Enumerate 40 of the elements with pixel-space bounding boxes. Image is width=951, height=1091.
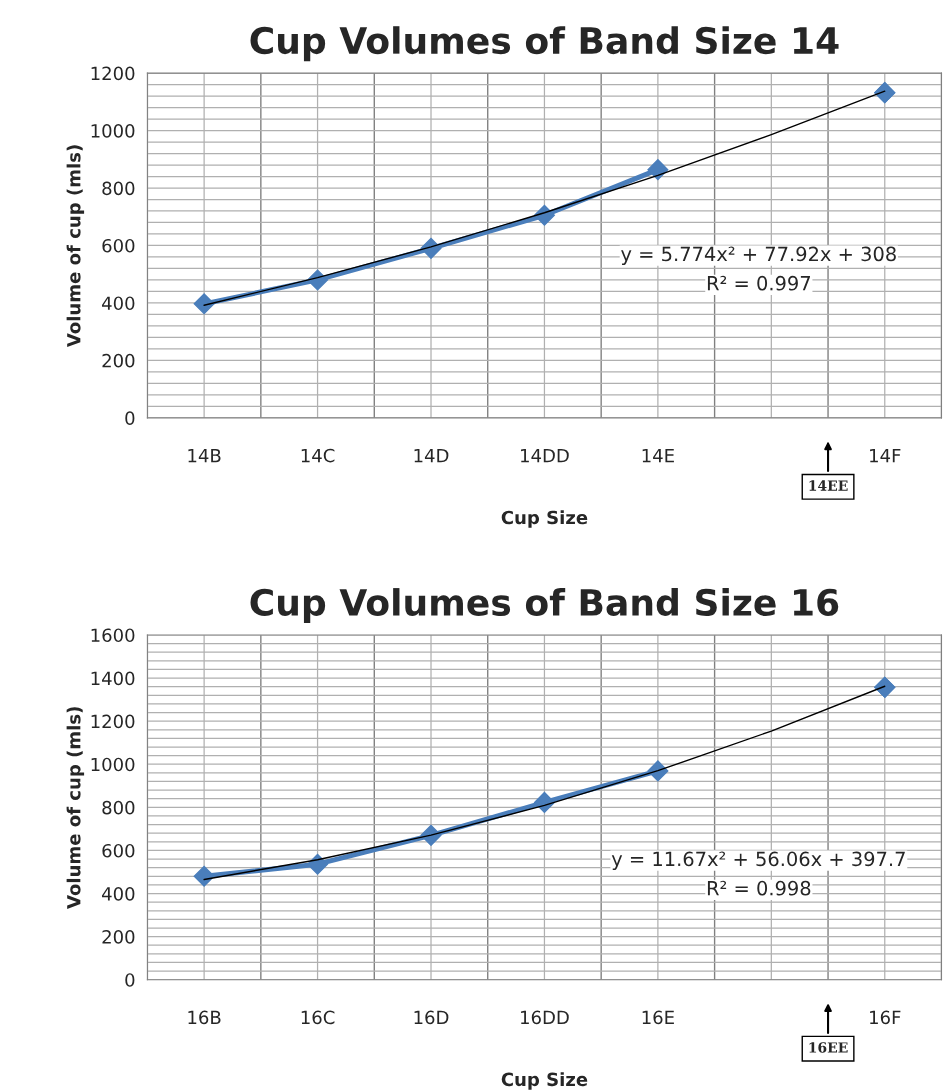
y-axis-title: Volume of cup (mls): [66, 707, 85, 909]
x-tick-label: 16DD: [521, 1010, 569, 1025]
y-tick-label: 400: [102, 886, 135, 901]
y-axis-title: Volume of cup (mls): [66, 145, 85, 348]
chart-title: Cup Volumes of Band Size 16: [250, 588, 839, 624]
x-tick-label: 16E: [642, 1010, 674, 1025]
x-tick-label: 16B: [188, 1010, 221, 1025]
x-tick-label: 16C: [301, 1010, 335, 1025]
x-axis-title: Cup Size: [501, 1072, 588, 1090]
x-tick-label: 16D: [414, 1010, 449, 1025]
y-tick-label: 0: [125, 411, 135, 425]
y-tick-label: 1200: [91, 714, 135, 729]
x-axis-title: Cup Size: [501, 510, 588, 528]
x-tick-label: 14B: [188, 448, 221, 463]
y-tick-label: 600: [102, 238, 135, 253]
annotation: R² = 0.998: [707, 880, 811, 896]
text: 14EE: [809, 480, 848, 491]
x-tick-label: 14DD: [521, 448, 569, 463]
y-tick-label: 400: [102, 296, 135, 311]
annotation: y = 5.774x² + 77.92x + 308: [621, 246, 896, 266]
y-tick-label: 200: [102, 930, 135, 944]
y-tick-label: 200: [102, 353, 135, 368]
annotation: R² = 0.997: [707, 275, 810, 291]
x-tick-label: 14C: [301, 448, 335, 463]
annotation: y = 11.67x² + 56.06x + 397.7: [611, 851, 905, 870]
y-tick-label: 0: [125, 973, 135, 987]
x-tick-label: 14F: [870, 448, 901, 463]
y-tick-label: 800: [102, 181, 135, 196]
y-tick-label: 1400: [91, 671, 135, 686]
y-tick-label: 800: [102, 800, 135, 815]
text: 16EE: [809, 1042, 848, 1053]
x-tick-label: 14E: [642, 448, 674, 463]
chart-title: Cup Volumes of Band Size 14: [250, 26, 839, 62]
y-tick-label: 1600: [91, 628, 135, 643]
y-tick-label: 1200: [91, 66, 135, 81]
y-tick-label: 600: [102, 843, 135, 858]
y-tick-label: 1000: [91, 757, 135, 772]
x-tick-label: 14D: [414, 448, 449, 463]
y-tick-label: 1000: [91, 124, 135, 138]
x-tick-label: 16F: [870, 1010, 901, 1025]
